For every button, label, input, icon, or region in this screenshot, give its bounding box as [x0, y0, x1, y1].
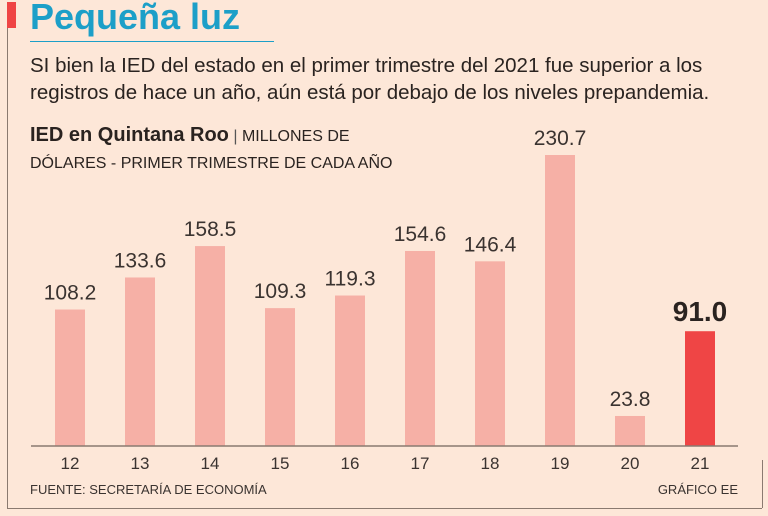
- data-label: 109.3: [254, 280, 307, 303]
- x-tick-label: 13: [131, 454, 150, 473]
- credit-note: GRÁFICO EE: [657, 482, 738, 497]
- data-label: 154.6: [394, 223, 447, 246]
- bar: [545, 155, 575, 446]
- bar: [265, 308, 295, 446]
- x-tick-label: 19: [551, 454, 570, 473]
- frame-line: [762, 460, 763, 508]
- data-label: 158.5: [184, 218, 237, 241]
- bar: [405, 250, 435, 446]
- chart-title: IED en Quintana Roo | MILLONES DE DÓLARE…: [30, 124, 393, 172]
- data-label: 108.2: [44, 282, 97, 305]
- x-tick-label: 18: [481, 454, 500, 473]
- bar: [195, 246, 225, 446]
- data-label: 230.7: [534, 127, 587, 150]
- data-label: 23.8: [610, 388, 651, 411]
- data-label: 133.6: [114, 249, 167, 272]
- chart-title-main: IED en Quintana Roo: [30, 124, 229, 146]
- bar: [685, 331, 715, 446]
- bar: [475, 261, 505, 446]
- x-tick-label: 20: [621, 454, 640, 473]
- x-tick-label: 21: [691, 454, 710, 473]
- frame-line: [7, 28, 8, 508]
- title-rule: [30, 41, 274, 42]
- data-label: 146.4: [464, 233, 517, 256]
- subtitle: SI bien la IED del estado en el primer t…: [30, 54, 710, 104]
- bar: [335, 295, 365, 446]
- chart-units: MILLONES DE DÓLARES - PRIMER TRIMESTRE D…: [30, 128, 393, 172]
- x-tick-label: 15: [271, 454, 290, 473]
- page-title: Pequeña luz: [30, 0, 241, 37]
- bar: [125, 277, 155, 446]
- bar: [55, 309, 85, 446]
- title-accent: [7, 2, 16, 28]
- source-note: FUENTE: SECRETARÍA DE ECONOMÍA: [30, 482, 267, 497]
- x-tick-label: 14: [201, 454, 220, 473]
- data-label: 119.3: [325, 268, 376, 291]
- data-label: 91.0: [673, 296, 728, 327]
- x-tick-label: 17: [411, 454, 430, 473]
- x-tick-label: 12: [61, 454, 80, 473]
- bar: [615, 415, 645, 446]
- frame-line: [7, 508, 762, 509]
- x-tick-label: 16: [341, 454, 360, 473]
